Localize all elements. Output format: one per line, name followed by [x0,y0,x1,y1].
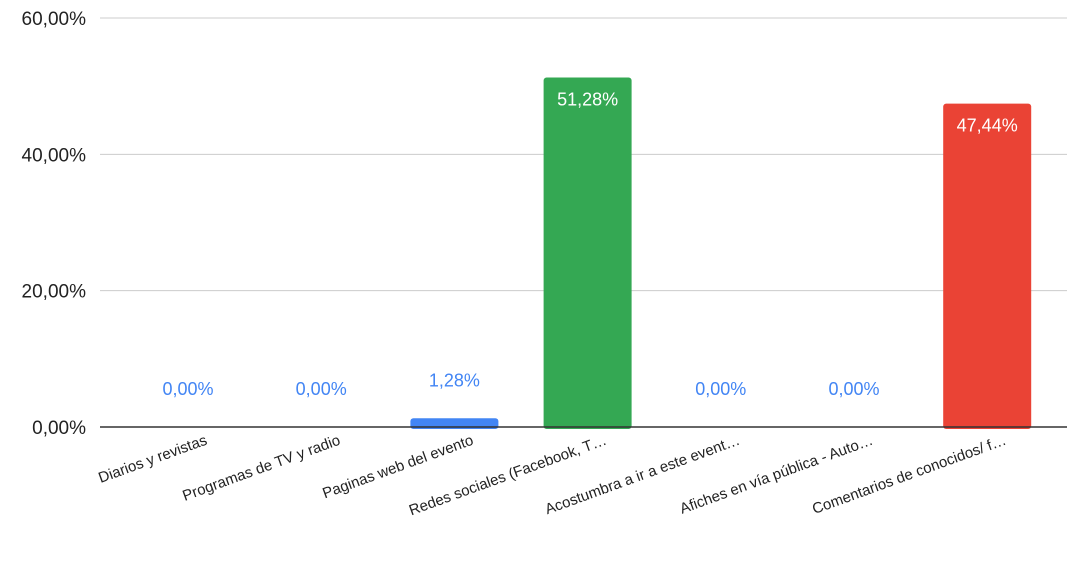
y-tick-label: 60,00% [22,9,87,30]
data-labels: 0,00% 0,00% 1,28% 51,28% 0,00% 0,00% 47,44% [162,89,1017,399]
bars [410,77,1032,429]
y-tick-label: 20,00% [22,282,87,303]
data-label: 47,44% [957,116,1018,136]
data-label: 51,28% [557,89,618,109]
x-tick-label: Diarios y revistas [96,432,209,487]
y-axis-ticks: 0,00% 20,00% 40,00% 60,00% [22,9,87,439]
data-label: 0,00% [162,379,213,399]
bar [943,103,1032,429]
bar [543,77,632,429]
data-label: 1,28% [429,370,480,390]
data-label: 0,00% [296,379,347,399]
y-tick-label: 0,00% [32,418,86,439]
data-label: 0,00% [828,379,879,399]
y-tick-label: 40,00% [22,145,87,166]
data-label: 0,00% [695,379,746,399]
